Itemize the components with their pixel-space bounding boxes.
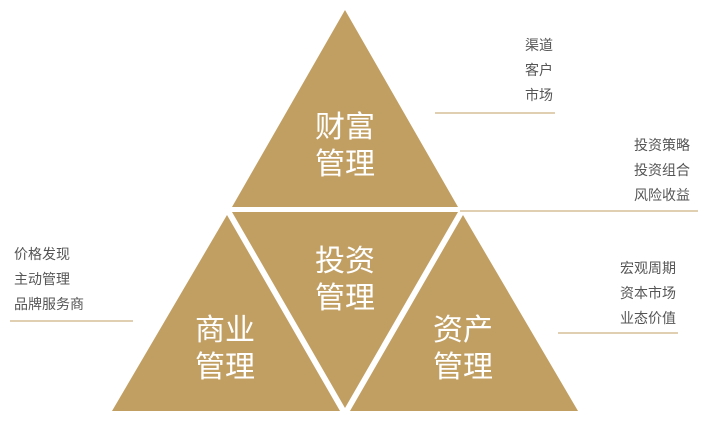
note-center-item-2: 投资组合	[634, 163, 690, 179]
note-left-item-1: 价格发现	[14, 247, 70, 263]
triangle-left-label-1: 商业	[195, 313, 255, 348]
note-center-item-1: 投资策略	[634, 137, 690, 154]
triangle-top-label-2: 管理	[315, 147, 375, 182]
note-left-item-2: 主动管理	[14, 272, 70, 288]
triangle-right-label-1: 资产	[433, 313, 493, 348]
note-top-item-1: 渠道	[525, 38, 553, 54]
triangle-left-label-2: 管理	[195, 350, 255, 385]
triangle-center-label-1: 投资	[315, 244, 375, 279]
triangle-top-label-1: 财富	[315, 110, 375, 145]
note-right-item-1: 宏观周期	[620, 261, 676, 277]
triangle-right-label-2: 管理	[433, 350, 493, 385]
note-top-item-3: 市场	[525, 87, 553, 104]
note-left-item-3: 品牌服务商	[14, 296, 84, 313]
note-center-item-3: 风险收益	[634, 188, 690, 204]
note-top-item-2: 客户	[525, 62, 553, 79]
note-right-item-2: 资本市场	[620, 285, 676, 302]
triangle-center	[232, 212, 458, 408]
triangle-center-label-2: 管理	[315, 281, 375, 316]
triangle-top	[232, 10, 458, 207]
note-right-item-3: 业态价值	[620, 311, 676, 327]
triangle-right	[350, 215, 578, 411]
triangle-left	[112, 215, 340, 411]
